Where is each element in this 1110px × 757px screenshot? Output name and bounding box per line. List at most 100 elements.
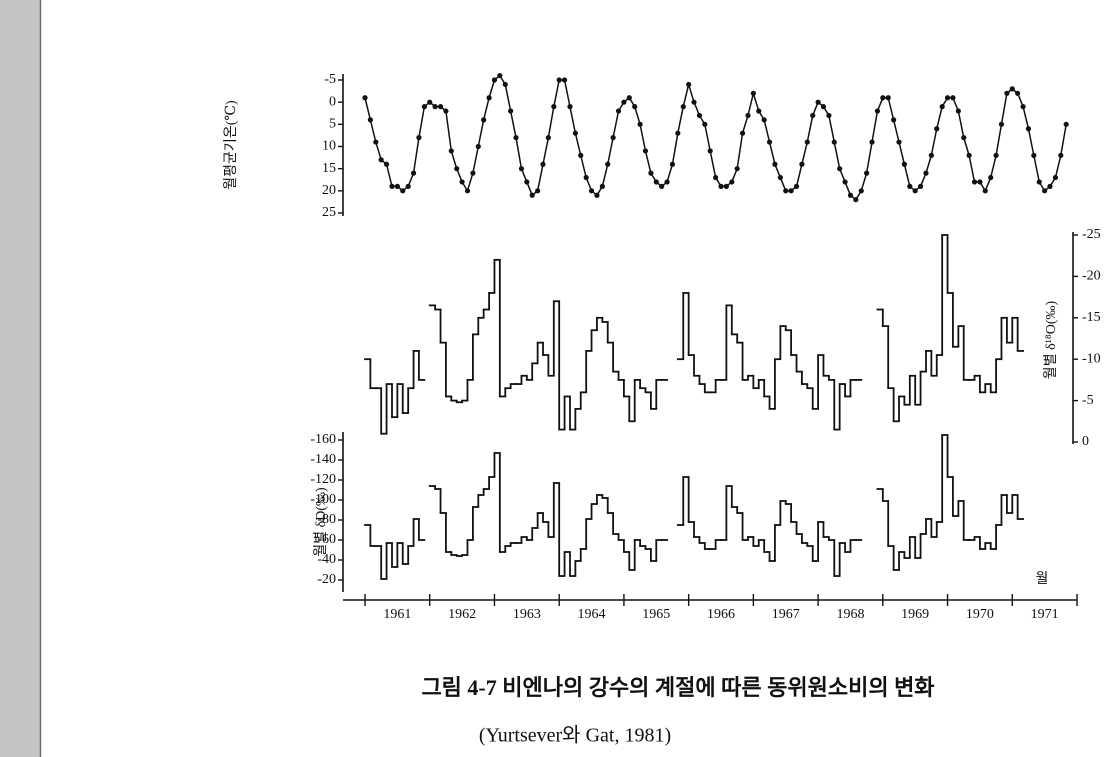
temperature-point (421, 104, 427, 110)
temperature-point (432, 104, 438, 110)
temperature-point (373, 139, 379, 145)
temperature-point (508, 108, 514, 114)
temperature-point (766, 139, 773, 145)
temperature-point (880, 95, 886, 101)
y-tick-label: 0 (329, 94, 336, 109)
temperature-point (842, 179, 848, 185)
temperature-point (545, 135, 551, 141)
y2-tick-label: -10 (1082, 351, 1101, 366)
y-axis-label: 월평균기온(℃) (223, 100, 239, 190)
temperature-point (1058, 152, 1064, 158)
temperature-point (939, 104, 945, 110)
temperature-point (891, 117, 897, 123)
temperature-point (907, 183, 913, 189)
temperature-point (497, 72, 503, 79)
temperature-point (437, 104, 444, 110)
temperature-point (1025, 126, 1032, 132)
temperature-point (578, 152, 584, 158)
temperature-point (475, 143, 481, 150)
temperature-point (443, 108, 449, 114)
temperature-point (615, 108, 622, 114)
temperature-point (410, 170, 417, 176)
temperature-point (729, 179, 735, 185)
side-bar (0, 0, 40, 757)
temperature-point (459, 179, 465, 185)
x-axis-label: 월 (1036, 571, 1049, 587)
temperature-point (966, 152, 972, 158)
caption-source: (Yurtsever와 Gat, 1981) (479, 724, 671, 747)
temperature-point (464, 188, 471, 194)
temperature-point (1052, 174, 1059, 181)
temperature-point (869, 139, 875, 145)
temperature-point (702, 121, 708, 127)
temperature-point (761, 117, 767, 123)
x-tick-label: 1966 (707, 607, 735, 622)
temperature-point (847, 192, 854, 198)
temperature-point (556, 77, 562, 83)
temperature-point (389, 183, 395, 189)
y-tick-label: 10 (322, 139, 336, 154)
temperature-point (864, 170, 870, 176)
y-tick-label: 5 (329, 117, 336, 132)
temperature-point (944, 95, 951, 101)
temperature-point (675, 130, 681, 136)
x-tick-label: 1965 (642, 607, 670, 622)
temperature-point (853, 197, 859, 203)
temperature-point (1042, 188, 1048, 194)
y2-tick-label: -20 (1082, 269, 1101, 284)
temperature-point (1063, 121, 1069, 127)
temperature-point (524, 179, 530, 185)
temperature-point (588, 188, 595, 194)
y3-tick-label: -40 (317, 552, 336, 567)
temperature-point (561, 77, 568, 83)
temperature-point (502, 81, 508, 88)
temperature-point (772, 161, 778, 167)
x-tick-label: 1968 (836, 607, 864, 622)
x-tick-label: 1967 (772, 607, 800, 622)
y3-tick-label: -100 (310, 492, 336, 507)
y-tick-label: 25 (322, 205, 336, 220)
y2-tick-label: -25 (1082, 227, 1101, 242)
temperature-point (637, 121, 643, 127)
x-tick-label: 1962 (448, 607, 476, 622)
temperature-point (1036, 179, 1042, 185)
y-tick-label: 15 (322, 161, 336, 176)
temperature-point (707, 148, 713, 154)
temperature-point (928, 152, 934, 158)
temperature-point (1004, 90, 1010, 96)
temperature-point (621, 99, 627, 105)
temperature-point (793, 183, 800, 189)
temperature-point (659, 183, 665, 189)
temperature-point (1047, 183, 1053, 189)
temperature-point (1009, 86, 1015, 92)
y3-tick-label: -120 (310, 472, 336, 487)
temperature-point (961, 135, 967, 141)
temperature-point (362, 95, 368, 101)
temperature-point (669, 161, 676, 167)
temperature-point (934, 126, 940, 132)
temperature-point (955, 108, 961, 114)
temperature-point (810, 112, 816, 119)
temperature-point (680, 104, 686, 110)
y3-tick-label: -60 (317, 532, 336, 547)
temperature-point (518, 166, 525, 172)
temperature-point (481, 117, 487, 123)
temperature-point (734, 166, 740, 172)
temperature-point (874, 108, 881, 114)
temperature-point (394, 183, 400, 189)
temperature-point (632, 104, 638, 110)
y3-axis-label: 월별 δD(‰) (313, 487, 329, 557)
temperature-point (713, 174, 719, 181)
temperature-point (513, 135, 519, 141)
temperature-point (756, 108, 762, 114)
temperature-point (648, 170, 654, 176)
y3-tick-label: -20 (317, 572, 336, 587)
temperature-point (378, 157, 384, 163)
temperature-point (745, 112, 751, 119)
y2-tick-label: 0 (1082, 434, 1089, 449)
temperature-point (901, 161, 907, 167)
temperature-point (653, 179, 659, 185)
temperature-point (367, 117, 373, 123)
temperature-point (998, 121, 1005, 127)
